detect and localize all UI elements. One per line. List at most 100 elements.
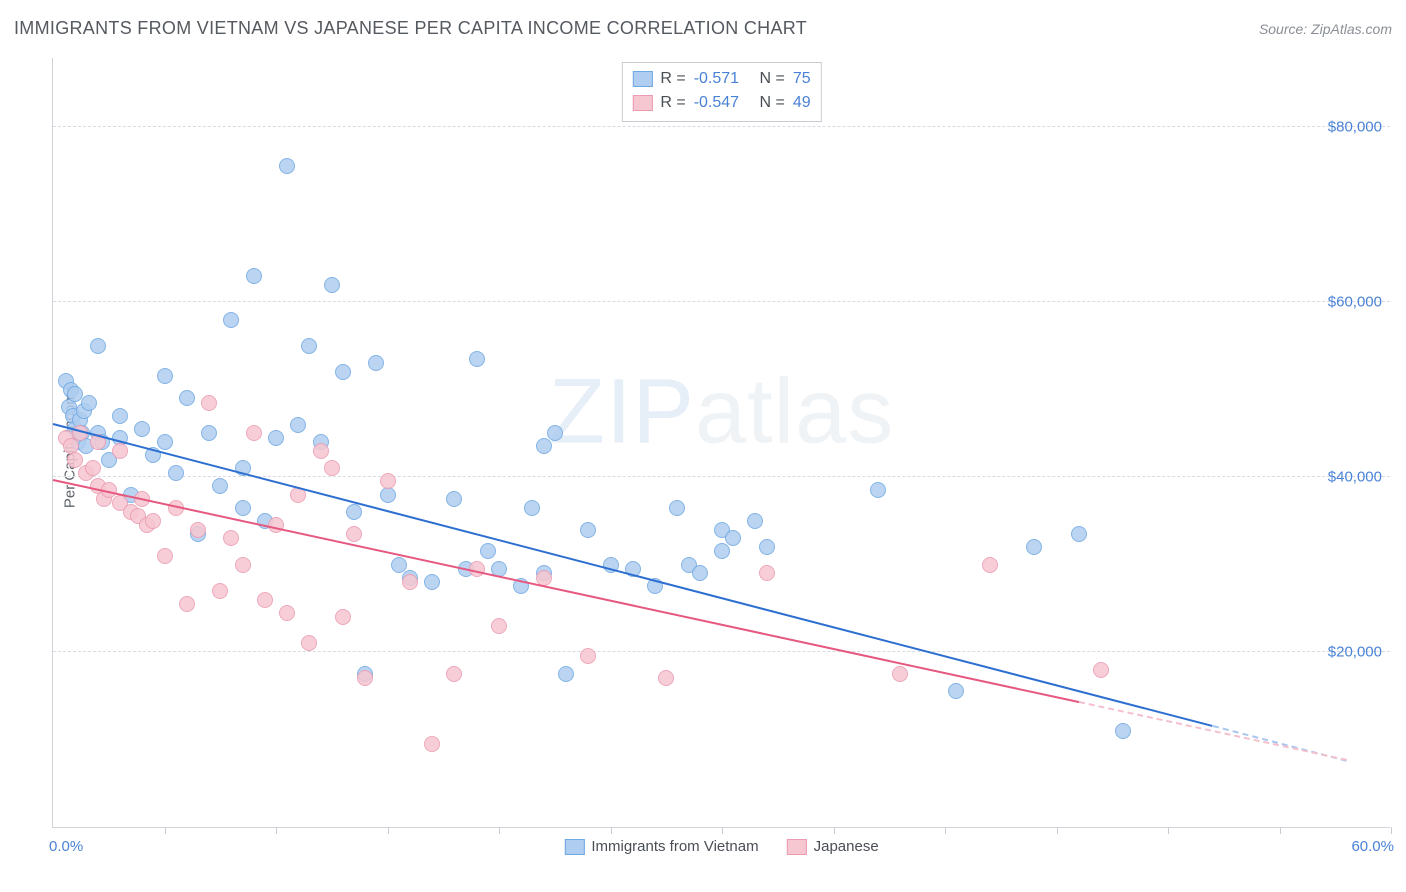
xaxis-max-label: 60.0% — [1351, 838, 1394, 855]
scatter-point — [424, 574, 440, 590]
legend-label-0: Immigrants from Vietnam — [591, 838, 758, 855]
scatter-point — [201, 425, 217, 441]
scatter-point — [134, 421, 150, 437]
scatter-point — [301, 338, 317, 354]
scatter-point — [223, 530, 239, 546]
xtick — [1168, 827, 1169, 834]
scatter-point — [725, 530, 741, 546]
scatter-point — [157, 368, 173, 384]
xtick — [388, 827, 389, 834]
scatter-point — [112, 443, 128, 459]
legend-swatch-0 — [564, 839, 584, 855]
scatter-point — [424, 736, 440, 752]
scatter-point — [446, 666, 462, 682]
scatter-point — [157, 548, 173, 564]
legend-item-1: Japanese — [787, 838, 879, 855]
scatter-point — [335, 364, 351, 380]
scatter-point — [212, 478, 228, 494]
stats-box: R = -0.571 N = 75 R = -0.547 N = 49 — [621, 62, 821, 122]
scatter-point — [1026, 539, 1042, 555]
legend-swatch-1 — [787, 839, 807, 855]
watermark: ZIPatlas — [549, 359, 894, 464]
xtick — [945, 827, 946, 834]
scatter-point — [357, 670, 373, 686]
legend-item-0: Immigrants from Vietnam — [564, 838, 758, 855]
scatter-point — [145, 513, 161, 529]
scatter-point — [524, 500, 540, 516]
scatter-point — [380, 473, 396, 489]
xtick — [834, 827, 835, 834]
ytick-label: $40,000 — [1328, 469, 1382, 486]
gridline — [53, 651, 1390, 652]
scatter-point — [90, 338, 106, 354]
scatter-point — [235, 500, 251, 516]
xtick — [1280, 827, 1281, 834]
bottom-legend: Immigrants from Vietnam Japanese — [564, 838, 878, 855]
scatter-point — [892, 666, 908, 682]
scatter-point — [547, 425, 563, 441]
xtick — [1057, 827, 1058, 834]
swatch-series-0 — [632, 71, 652, 87]
scatter-point — [335, 609, 351, 625]
scatter-point — [201, 395, 217, 411]
stat-n-label: N = — [760, 67, 785, 91]
scatter-point — [982, 557, 998, 573]
xtick — [499, 827, 500, 834]
scatter-point — [580, 522, 596, 538]
scatter-point — [246, 268, 262, 284]
scatter-point — [714, 543, 730, 559]
scatter-point — [346, 504, 362, 520]
watermark-zip: ZIP — [549, 360, 695, 462]
scatter-point — [491, 618, 507, 634]
stat-n-value-0: 75 — [793, 67, 811, 91]
xtick — [1391, 827, 1392, 834]
title-bar: IMMIGRANTS FROM VIETNAM VS JAPANESE PER … — [14, 18, 1392, 39]
scatter-point — [235, 557, 251, 573]
scatter-point — [870, 482, 886, 498]
scatter-point — [368, 355, 384, 371]
ytick-label: $60,000 — [1328, 294, 1382, 311]
source-label: Source: ZipAtlas.com — [1259, 21, 1392, 37]
scatter-point — [301, 635, 317, 651]
xtick — [165, 827, 166, 834]
stat-n-value-1: 49 — [793, 91, 811, 115]
legend-label-1: Japanese — [814, 838, 879, 855]
scatter-point — [558, 666, 574, 682]
stat-r-label: R = — [660, 67, 685, 91]
stat-r-value-1: -0.547 — [694, 91, 739, 115]
scatter-point — [223, 312, 239, 328]
stat-r-value-0: -0.571 — [694, 67, 739, 91]
scatter-point — [1071, 526, 1087, 542]
ytick-label: $20,000 — [1328, 644, 1382, 661]
scatter-point — [168, 465, 184, 481]
scatter-point — [480, 543, 496, 559]
chart-title: IMMIGRANTS FROM VIETNAM VS JAPANESE PER … — [14, 18, 807, 39]
stat-n-label: N = — [760, 91, 785, 115]
scatter-point — [580, 648, 596, 664]
xtick — [276, 827, 277, 834]
scatter-point — [279, 158, 295, 174]
xtick — [611, 827, 612, 834]
scatter-point — [179, 390, 195, 406]
scatter-point — [346, 526, 362, 542]
scatter-point — [81, 395, 97, 411]
scatter-point — [1115, 723, 1131, 739]
watermark-atlas: atlas — [695, 360, 894, 462]
scatter-point — [402, 574, 418, 590]
scatter-point — [446, 491, 462, 507]
plot-area: ZIPatlas R = -0.571 N = 75 R = -0.547 N … — [52, 58, 1390, 828]
scatter-point — [190, 522, 206, 538]
scatter-point — [85, 460, 101, 476]
scatter-point — [268, 430, 284, 446]
stats-row-series-0: R = -0.571 N = 75 — [632, 67, 810, 91]
scatter-point — [759, 539, 775, 555]
scatter-point — [669, 500, 685, 516]
scatter-point — [324, 277, 340, 293]
scatter-point — [179, 596, 195, 612]
scatter-point — [658, 670, 674, 686]
scatter-point — [759, 565, 775, 581]
scatter-point — [692, 565, 708, 581]
scatter-point — [948, 683, 964, 699]
xtick — [722, 827, 723, 834]
swatch-series-1 — [632, 95, 652, 111]
